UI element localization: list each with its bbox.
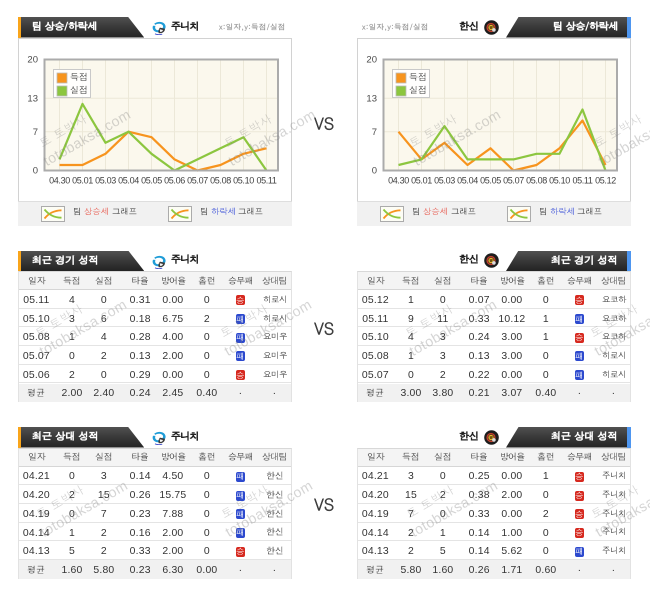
svg-text:05.07: 05.07 [503, 175, 524, 185]
svg-text:20: 20 [27, 54, 38, 65]
svg-text:0: 0 [371, 165, 376, 176]
svg-text:05.10: 05.10 [549, 175, 570, 185]
svg-text:05.11: 05.11 [572, 175, 592, 185]
svg-text:7: 7 [371, 126, 376, 137]
svg-text:05.12: 05.12 [595, 175, 616, 185]
svg-text:04.30: 04.30 [49, 175, 70, 185]
svg-text:05.08: 05.08 [210, 175, 231, 185]
svg-text:05.01: 05.01 [411, 175, 432, 185]
svg-text:05.03: 05.03 [95, 175, 116, 185]
svg-text:05.11: 05.11 [256, 175, 276, 185]
svg-text:05.03: 05.03 [434, 175, 455, 185]
svg-text:13: 13 [27, 93, 38, 104]
svg-text:05.04: 05.04 [118, 175, 139, 185]
svg-text:7: 7 [32, 126, 37, 137]
svg-text:05.06: 05.06 [164, 175, 185, 185]
svg-text:13: 13 [366, 93, 377, 104]
svg-text:05.04: 05.04 [457, 175, 478, 185]
svg-text:05.07: 05.07 [187, 175, 208, 185]
svg-text:05.05: 05.05 [141, 175, 162, 185]
svg-text:0: 0 [32, 165, 37, 176]
svg-text:20: 20 [366, 54, 377, 65]
svg-text:05.10: 05.10 [233, 175, 254, 185]
svg-text:05.08: 05.08 [526, 175, 547, 185]
svg-text:05.05: 05.05 [480, 175, 501, 185]
svg-text:05.01: 05.01 [72, 175, 93, 185]
svg-text:04.30: 04.30 [388, 175, 409, 185]
